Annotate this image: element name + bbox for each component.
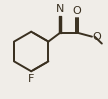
Text: N: N (56, 4, 64, 14)
Text: F: F (28, 74, 34, 84)
Text: O: O (73, 6, 81, 16)
Text: O: O (92, 32, 101, 42)
